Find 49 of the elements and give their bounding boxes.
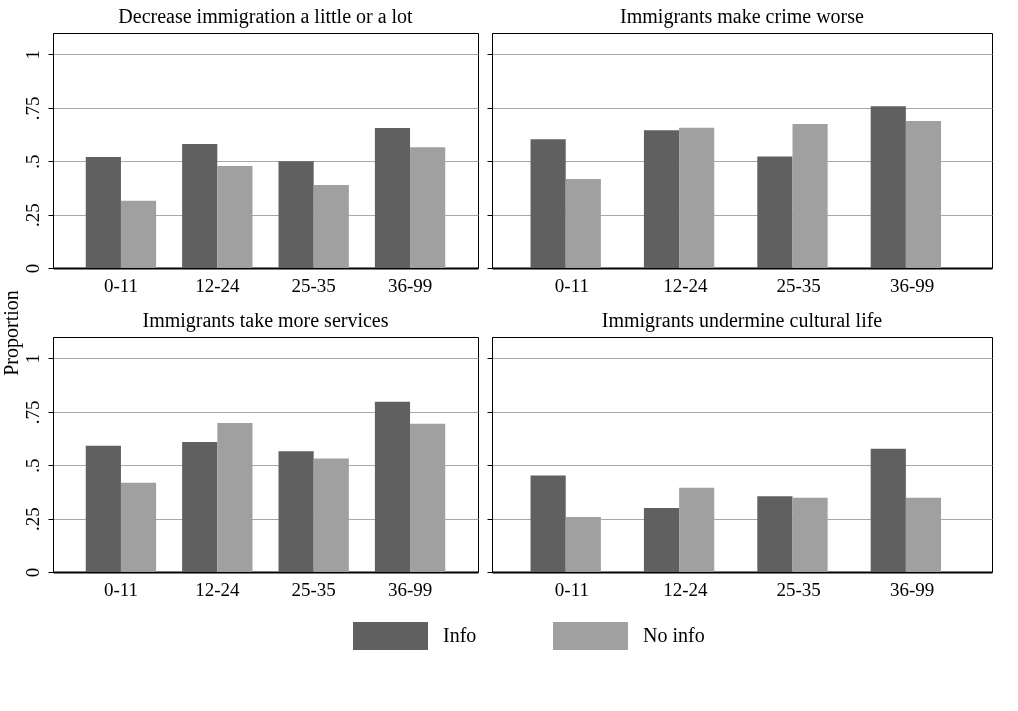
- y-tick-label: 1: [21, 354, 43, 364]
- y-tick-label: .5: [21, 458, 43, 473]
- bar: [530, 475, 566, 572]
- y-tick-label: .25: [21, 507, 43, 531]
- x-tick-label: 25-35: [291, 578, 336, 600]
- bar: [85, 445, 121, 572]
- x-tick-label: 36-99: [889, 578, 935, 600]
- bar: [643, 130, 680, 268]
- x-tick-label: 0-11: [103, 578, 138, 600]
- bar: [374, 128, 411, 268]
- x-tick-label: 0-11: [103, 274, 138, 296]
- chart-title: Immigrants take more services: [142, 309, 389, 332]
- y-tick-label: .25: [21, 203, 43, 227]
- bar: [182, 442, 218, 572]
- chart-title: Immigrants make crime worse: [620, 5, 865, 28]
- bar: [182, 144, 218, 268]
- y-tick-label: .75: [21, 400, 43, 425]
- x-tick-label: 25-35: [776, 578, 821, 600]
- chart-title: Immigrants undermine cultural life: [601, 309, 883, 332]
- x-tick-label: 36-99: [889, 274, 935, 296]
- y-axis-title: Proportion: [0, 290, 23, 376]
- bar: [643, 507, 680, 572]
- bar: [278, 161, 314, 268]
- bar: [870, 448, 906, 572]
- bar: [870, 106, 906, 268]
- x-tick-label: 36-99: [387, 274, 433, 296]
- y-tick-label: 0: [21, 567, 43, 578]
- x-tick-label: 25-35: [776, 274, 821, 296]
- x-tick-label: 12-24: [663, 274, 708, 296]
- bar: [374, 401, 411, 572]
- x-tick-label: 12-24: [195, 274, 240, 296]
- x-tick-label: 36-99: [387, 578, 433, 600]
- x-tick-label: 12-24: [663, 578, 708, 600]
- x-tick-label: 25-35: [291, 274, 336, 296]
- bar: [85, 156, 121, 268]
- chart-title: Decrease immigration a little or a lot: [118, 5, 414, 28]
- y-tick-label: .5: [21, 154, 43, 169]
- bar: [757, 496, 793, 572]
- x-tick-label: 12-24: [195, 578, 240, 600]
- bar: [278, 451, 314, 572]
- x-tick-label: 0-11: [554, 578, 589, 600]
- legend-label: Info: [443, 624, 477, 646]
- legend-label: No info: [643, 624, 705, 646]
- y-tick-label: 1: [21, 50, 43, 60]
- y-tick-label: .75: [21, 96, 43, 121]
- bar: [757, 156, 793, 268]
- x-tick-label: 0-11: [554, 274, 589, 296]
- bar: [530, 139, 566, 268]
- y-tick-label: 0: [21, 263, 43, 274]
